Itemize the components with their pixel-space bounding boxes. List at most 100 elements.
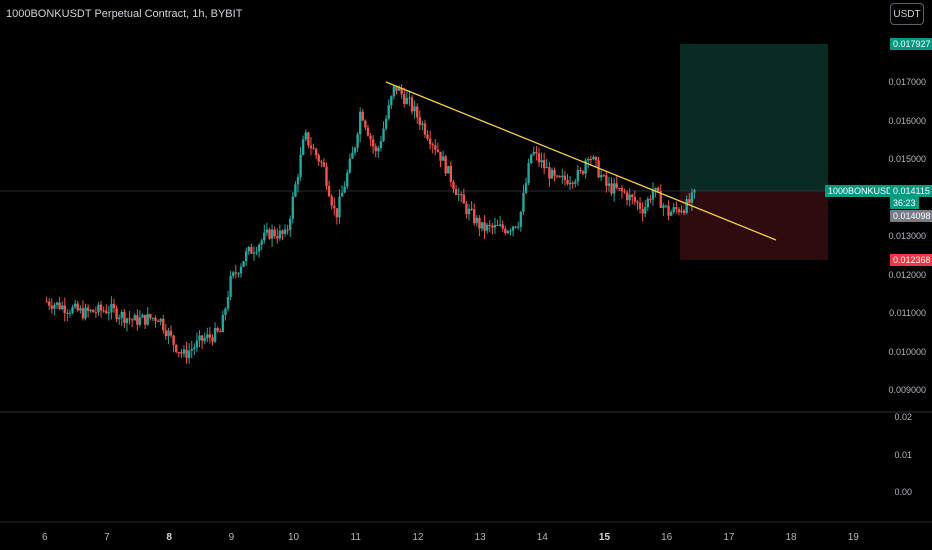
candle-body [351, 152, 354, 159]
candle-body [286, 229, 289, 231]
candle-body [133, 315, 136, 321]
price-tick-label: 0.015000 [888, 154, 926, 164]
candle-body [408, 97, 411, 99]
candle-body [149, 314, 152, 319]
candle-body [423, 123, 427, 135]
candle-body [307, 132, 310, 146]
candle-body [566, 179, 569, 185]
candle-body [390, 96, 393, 106]
candle-body [177, 351, 180, 353]
candle-body [568, 182, 572, 185]
candle-body [457, 194, 460, 196]
candle-body [211, 337, 214, 342]
candle-body [353, 147, 357, 153]
candle-body [439, 151, 442, 161]
candle-body [418, 117, 421, 125]
candle-body [397, 87, 401, 91]
candle-body [664, 205, 668, 207]
currency-button[interactable]: USDT [890, 3, 924, 25]
loss-zone[interactable] [680, 191, 828, 260]
candle-body [48, 301, 51, 306]
price-tick-label: 0.012000 [888, 269, 926, 280]
candle-body [545, 167, 548, 169]
candle-body [97, 304, 100, 313]
time-tick-label: 15 [598, 532, 611, 543]
candle-body [387, 105, 390, 119]
candle-body [488, 224, 491, 226]
candle-body [265, 229, 269, 233]
candle-body [447, 165, 450, 174]
candle-body [276, 236, 279, 239]
candle-body [263, 232, 266, 241]
candle-body [364, 120, 367, 128]
candle-body [89, 309, 92, 311]
candle-body [646, 198, 650, 208]
candle-body [669, 211, 673, 216]
candle-body [322, 162, 326, 167]
candle-body [55, 302, 59, 306]
candle-body [327, 185, 331, 197]
time-tick-label: 7 [104, 532, 110, 543]
candle-body [151, 317, 155, 319]
price-tick-label: 0.009000 [888, 385, 926, 395]
candle-body [159, 318, 162, 322]
candle-body [470, 208, 473, 210]
time-tick-label: 18 [785, 532, 797, 543]
candle-body [581, 171, 585, 174]
candle-body [105, 310, 108, 314]
candle-body [641, 208, 644, 214]
candle-body [125, 318, 129, 324]
candle-body [128, 318, 131, 320]
last-price-tag: 0.014115 [890, 185, 932, 197]
symbol-label-tag: 1000BONKUSDT.P [825, 185, 909, 197]
price-tick-label: 0.010000 [888, 346, 926, 357]
candle-body [522, 192, 525, 212]
candle-body [221, 314, 225, 333]
profit-zone[interactable] [680, 44, 828, 191]
candle-body [672, 207, 675, 212]
candle-body [594, 156, 598, 161]
candle-body [478, 217, 481, 229]
candle-body [195, 340, 199, 348]
candle-body [377, 147, 380, 152]
candle-body [335, 208, 339, 218]
candle-body [509, 230, 512, 232]
price-tick-label: 0.016000 [888, 115, 926, 126]
candle-body [636, 201, 639, 204]
candle-body [680, 210, 683, 213]
candle-body [379, 141, 383, 148]
candle-body [431, 144, 434, 146]
candle-body [628, 194, 631, 201]
candle-body [421, 123, 424, 125]
candle-body [610, 183, 613, 194]
candle-body [649, 198, 652, 200]
price-tick-label: 0.017000 [888, 77, 926, 87]
candle-body [434, 145, 437, 150]
trendline[interactable] [385, 81, 777, 241]
candle-body [496, 224, 499, 226]
candle-body [413, 106, 416, 112]
candle-body [296, 176, 300, 185]
candle-body [633, 197, 637, 202]
time-tick-label: 16 [661, 532, 673, 543]
candle-body [612, 183, 616, 194]
candle-body [584, 160, 587, 174]
candle-body [462, 194, 466, 204]
candle-body [504, 228, 507, 234]
candle-body [620, 187, 624, 192]
candle-body [452, 181, 455, 189]
candle-body [384, 118, 388, 129]
candle-body [146, 314, 149, 325]
candle-body [667, 205, 670, 216]
position-zones [680, 44, 828, 260]
candle-body [206, 334, 209, 339]
candle-body [216, 327, 219, 332]
candle-body [309, 145, 313, 149]
candle-body [123, 311, 126, 324]
candle-body [579, 170, 582, 172]
candle-body [102, 310, 105, 312]
candle-body [358, 111, 362, 135]
candle-body [164, 330, 168, 337]
candle-body [330, 196, 333, 206]
